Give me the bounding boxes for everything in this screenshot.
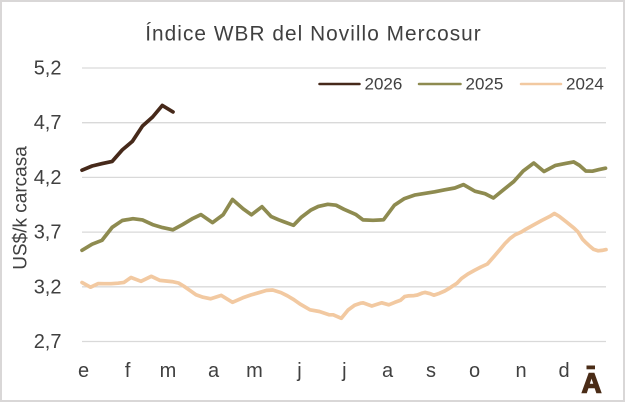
svg-text:a: a: [382, 360, 394, 382]
svg-text:Índice WBR del Novillo Mercosu: Índice WBR del Novillo Mercosur: [145, 22, 482, 45]
svg-text:m: m: [160, 360, 177, 382]
svg-text:2024: 2024: [566, 75, 604, 94]
svg-text:n: n: [515, 360, 526, 382]
svg-text:e: e: [78, 360, 89, 382]
svg-text:3,7: 3,7: [34, 222, 62, 244]
svg-text:4,2: 4,2: [34, 167, 62, 189]
svg-text:2025: 2025: [466, 75, 504, 94]
svg-text:m: m: [246, 360, 263, 382]
svg-text:a: a: [208, 360, 220, 382]
svg-text:f: f: [125, 360, 131, 382]
svg-text:2026: 2026: [365, 75, 403, 94]
svg-text:3,2: 3,2: [34, 276, 62, 298]
svg-text:A: A: [582, 367, 602, 398]
svg-text:2,7: 2,7: [34, 331, 62, 353]
svg-text:o: o: [469, 360, 480, 382]
svg-text:s: s: [426, 360, 436, 382]
svg-text:5,2: 5,2: [34, 58, 62, 80]
svg-text:4,7: 4,7: [34, 112, 62, 134]
svg-text:j: j: [296, 360, 301, 382]
svg-text:d: d: [558, 360, 569, 382]
svg-text:j: j: [341, 360, 346, 382]
svg-text:US$/k carcasa: US$/k carcasa: [11, 146, 32, 270]
